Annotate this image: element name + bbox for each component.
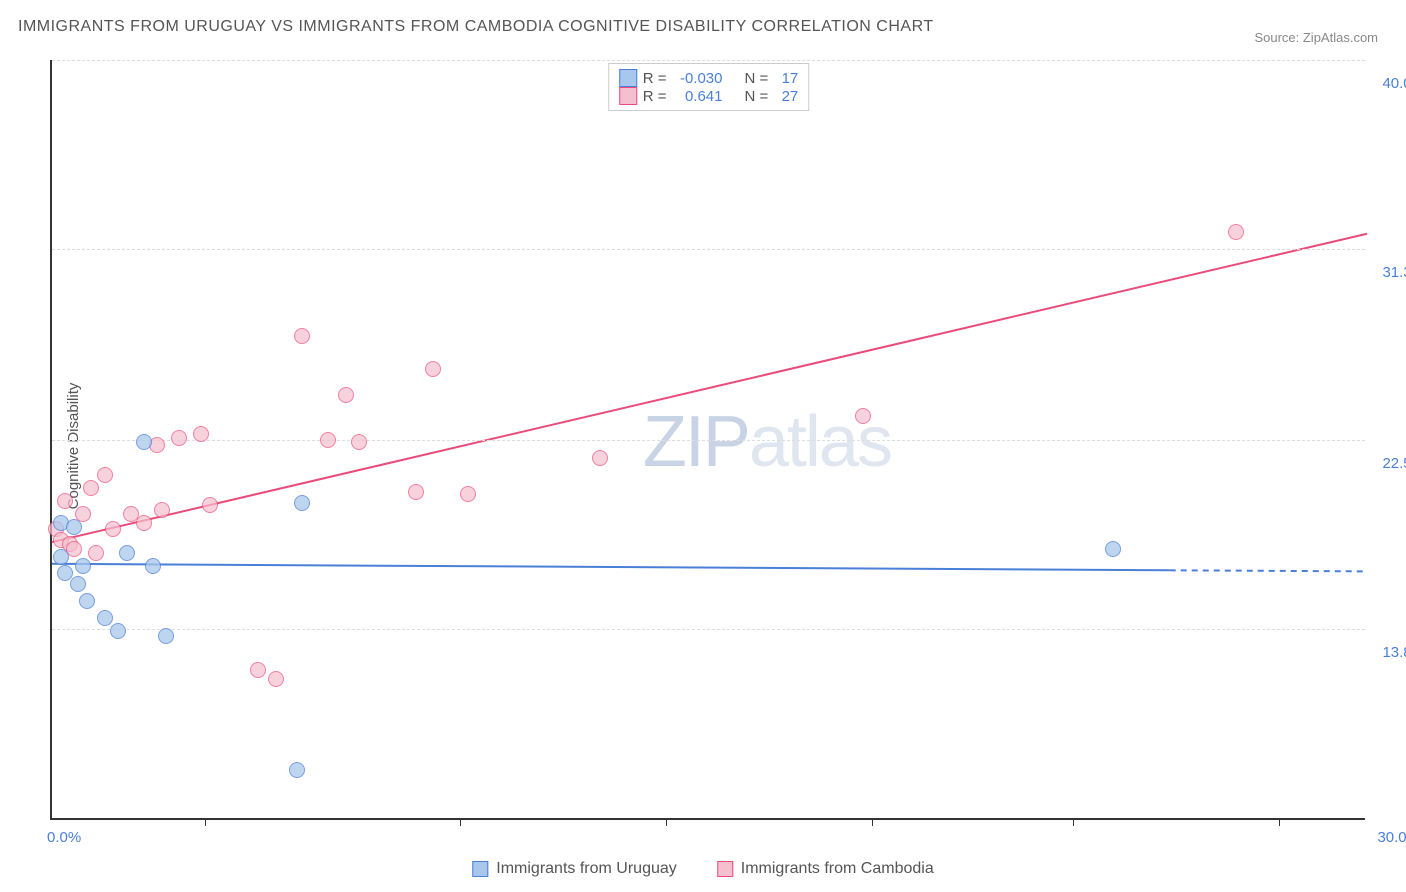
data-point-uruguay	[70, 576, 86, 592]
plot-area: ZIPatlas R = -0.030 N = 17 R = 0.641 N =…	[50, 60, 1365, 820]
gridline	[52, 440, 1365, 441]
data-point-uruguay	[145, 558, 161, 574]
x-tick	[666, 818, 667, 826]
data-point-uruguay	[294, 495, 310, 511]
data-point-uruguay	[66, 519, 82, 535]
gridline	[52, 60, 1365, 61]
bottom-legend: Immigrants from Uruguay Immigrants from …	[472, 860, 933, 878]
swatch-cambodia	[619, 87, 637, 105]
correlation-legend: R = -0.030 N = 17 R = 0.641 N = 27	[608, 63, 810, 111]
trend-line	[52, 234, 1367, 542]
data-point-cambodia	[136, 515, 152, 531]
data-point-cambodia	[57, 493, 73, 509]
data-point-uruguay	[119, 545, 135, 561]
data-point-uruguay	[53, 549, 69, 565]
legend-row-uruguay: R = -0.030 N = 17	[619, 69, 799, 87]
data-point-uruguay	[158, 628, 174, 644]
data-point-cambodia	[268, 671, 284, 687]
data-point-cambodia	[105, 521, 121, 537]
legend-row-cambodia: R = 0.641 N = 27	[619, 87, 799, 105]
data-point-cambodia	[460, 486, 476, 502]
x-tick	[1073, 818, 1074, 826]
gridline	[52, 249, 1365, 250]
x-tick-label: 0.0%	[47, 829, 81, 846]
y-tick-label: 22.5%	[1382, 455, 1406, 472]
data-point-cambodia	[154, 502, 170, 518]
data-point-cambodia	[83, 480, 99, 496]
data-point-uruguay	[289, 762, 305, 778]
data-point-uruguay	[79, 593, 95, 609]
data-point-uruguay	[1105, 541, 1121, 557]
data-point-cambodia	[193, 426, 209, 442]
data-point-uruguay	[110, 623, 126, 639]
x-tick	[460, 818, 461, 826]
data-point-cambodia	[320, 432, 336, 448]
data-point-cambodia	[408, 484, 424, 500]
data-point-uruguay	[97, 610, 113, 626]
data-point-cambodia	[97, 467, 113, 483]
chart-title: IMMIGRANTS FROM URUGUAY VS IMMIGRANTS FR…	[18, 18, 934, 36]
data-point-cambodia	[294, 328, 310, 344]
x-tick	[1279, 818, 1280, 826]
y-tick-label: 13.8%	[1382, 644, 1406, 661]
trend-line	[52, 564, 1170, 571]
trend-line	[1170, 570, 1367, 571]
x-tick	[872, 818, 873, 826]
data-point-cambodia	[250, 662, 266, 678]
data-point-uruguay	[75, 558, 91, 574]
x-tick	[205, 818, 206, 826]
y-tick-label: 40.0%	[1382, 75, 1406, 92]
data-point-cambodia	[351, 434, 367, 450]
x-tick-label: 30.0%	[1377, 829, 1406, 846]
y-tick-label: 31.3%	[1382, 264, 1406, 281]
swatch-icon	[472, 861, 488, 877]
bottom-legend-cambodia: Immigrants from Cambodia	[717, 860, 934, 878]
swatch-icon	[717, 861, 733, 877]
data-point-cambodia	[171, 430, 187, 446]
bottom-legend-uruguay: Immigrants from Uruguay	[472, 860, 677, 878]
source-attribution: Source: ZipAtlas.com	[1254, 30, 1378, 45]
trend-lines-layer	[52, 60, 1365, 818]
data-point-uruguay	[136, 434, 152, 450]
gridline	[52, 629, 1365, 630]
data-point-cambodia	[425, 361, 441, 377]
data-point-cambodia	[88, 545, 104, 561]
swatch-uruguay	[619, 69, 637, 87]
data-point-cambodia	[202, 497, 218, 513]
data-point-cambodia	[592, 450, 608, 466]
data-point-cambodia	[855, 408, 871, 424]
data-point-cambodia	[1228, 224, 1244, 240]
data-point-cambodia	[338, 387, 354, 403]
